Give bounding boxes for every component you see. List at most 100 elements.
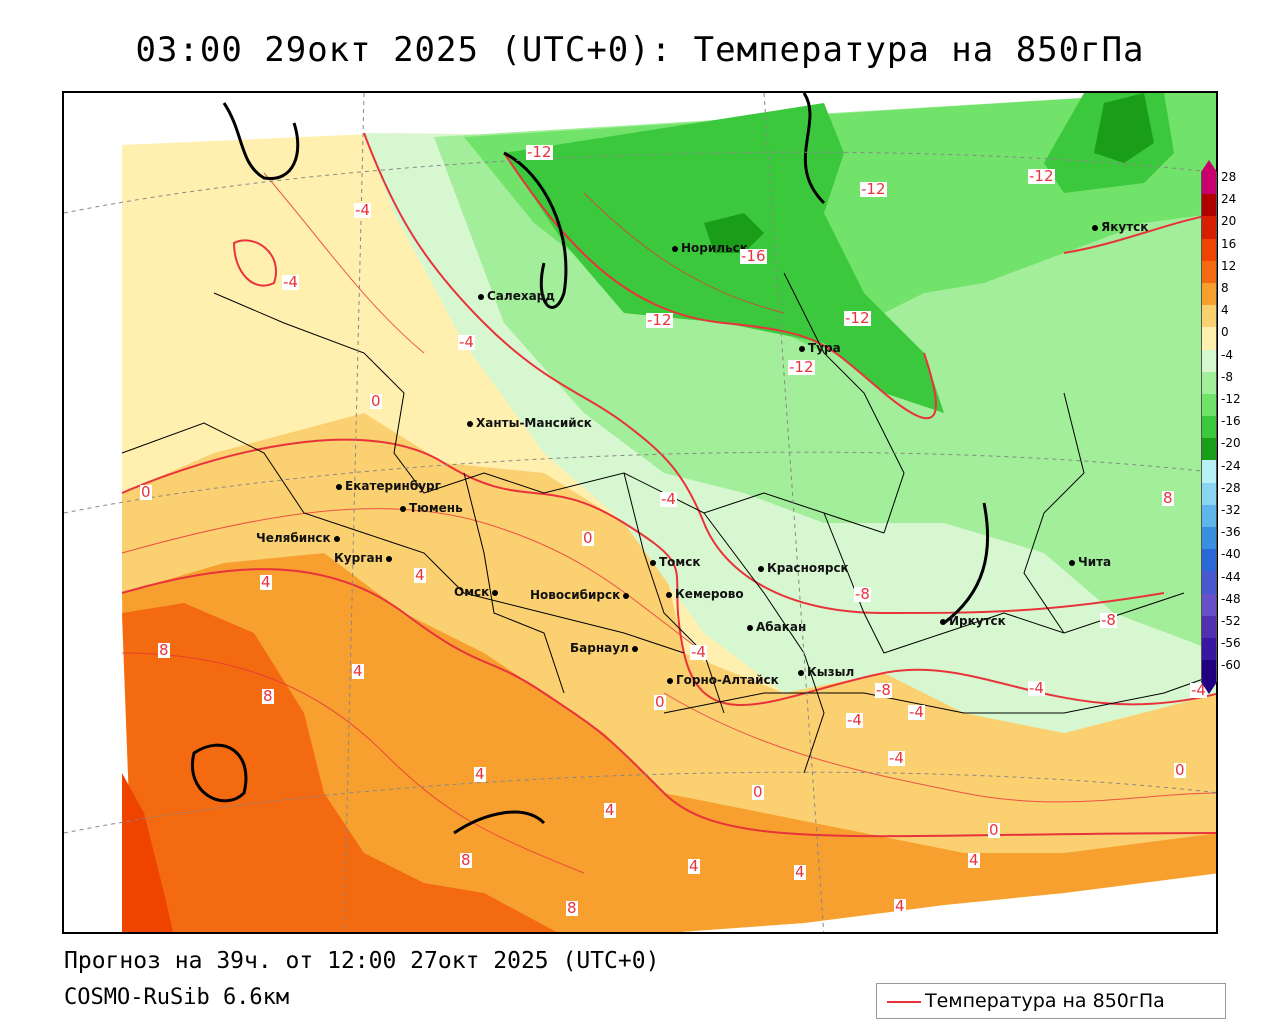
city-novosibirsk[interactable]: Новосибирск (530, 588, 632, 602)
colorbar-tick-label: -28 (1221, 480, 1241, 495)
city-marker-icon (1069, 559, 1075, 566)
contour-label: -4 (354, 201, 371, 219)
contour-label: 0 (752, 783, 764, 801)
colorbar-tick-label: -52 (1221, 614, 1241, 628)
colorbar-tick-label: -12 (1221, 392, 1241, 406)
contour-label: -12 (1028, 167, 1055, 185)
contour-label: 0 (140, 483, 152, 501)
city-kemerovo[interactable]: Кемерово (666, 587, 744, 601)
city-marker-icon (758, 565, 764, 572)
colorbar-swatch (1201, 504, 1217, 527)
contour-label: -4 (1028, 679, 1045, 697)
colorbar-swatch (1201, 438, 1217, 461)
model-name: COSMO-RuSib 6.6км (64, 985, 290, 1010)
contour-label: 8 (460, 851, 472, 869)
contour-label: -12 (844, 309, 871, 327)
colorbar-swatch (1201, 660, 1217, 683)
coastlines (190, 93, 990, 835)
city-tura[interactable]: Тура (799, 341, 841, 355)
contour-label: 8 (262, 687, 274, 705)
contour-label: -4 (690, 643, 707, 661)
city-gorno-altaysk[interactable]: Горно-Алтайск (667, 673, 779, 687)
city-marker-icon (747, 624, 753, 631)
colorbar-swatch (1201, 371, 1217, 394)
city-irkutsk[interactable]: Иркутск (940, 614, 1006, 628)
colorbar-swatch (1201, 527, 1217, 550)
field-zone-12 (122, 773, 174, 932)
city-marker-icon (492, 589, 499, 596)
contour-label: -4 (458, 333, 475, 351)
city-ekaterinburg[interactable]: Екатеринбург (336, 479, 441, 493)
forecast-info: Прогноз на 39ч. от 12:00 27окт 2025 (UTC… (64, 948, 660, 974)
city-norilsk[interactable]: Норильск (672, 241, 748, 255)
colorbar-swatch (1201, 593, 1217, 616)
colorbar-tick-label: -36 (1221, 525, 1241, 540)
city-marker-icon (333, 535, 340, 542)
colorbar-swatch (1201, 238, 1217, 261)
city-abakan[interactable]: Абакан (747, 620, 806, 634)
city-omsk[interactable]: Омск (454, 585, 501, 599)
region-borders (121, 272, 1216, 774)
isotherm-lines (121, 132, 1216, 838)
city-marker-icon (385, 555, 392, 562)
city-yakutsk[interactable]: Якутск (1092, 220, 1148, 234)
colorbar-tick-label: -60 (1221, 658, 1241, 673)
colorbar-tick-label: -16 (1221, 414, 1241, 429)
city-barnaul[interactable]: Барнаул (570, 641, 641, 655)
colorbar-swatch (1201, 305, 1217, 328)
city-salekhard[interactable]: Салехард (478, 289, 555, 303)
city-marker-icon (940, 618, 946, 625)
colorbar-tick-label: 0 (1221, 325, 1229, 340)
colorbar-tick-label: -8 (1221, 369, 1233, 384)
contour-label: 8 (566, 899, 578, 917)
colorbar-tick-label: 20 (1221, 214, 1237, 229)
city-marker-icon (336, 483, 342, 490)
colorbar-swatch (1201, 549, 1217, 572)
contour-label: 8 (1162, 489, 1174, 507)
colorbar-tick-label: -44 (1221, 569, 1241, 584)
contour-label: 4 (352, 662, 364, 680)
colorbar-tick-label: -20 (1221, 436, 1241, 451)
colorbar-tick-label: 28 (1221, 170, 1237, 184)
colorbar-tick-label: 4 (1221, 303, 1229, 318)
city-chelyabinsk[interactable]: Челябинск (256, 531, 343, 545)
colorbar-swatch (1201, 637, 1217, 661)
colorbar-tick-label: 16 (1221, 236, 1237, 251)
city-krasnoyarsk[interactable]: Красноярск (758, 561, 849, 575)
city-tomsk[interactable]: Томск (650, 555, 701, 569)
contour-label: 4 (260, 573, 272, 591)
colorbar-bottom-arrow-icon (1201, 682, 1217, 695)
colorbar-swatch (1201, 216, 1217, 239)
colorbar-tick-label: 8 (1221, 281, 1229, 295)
colorbar-swatch (1201, 349, 1217, 372)
isotherm-minor (121, 172, 1216, 874)
colorbar-swatch (1201, 172, 1217, 195)
field-zone-4-8 (122, 553, 1216, 932)
city-chita[interactable]: Чита (1069, 555, 1111, 569)
colorbar-tick-label: -40 (1221, 547, 1241, 562)
map-canvas (64, 93, 1216, 932)
city-kurgan[interactable]: Курган (334, 551, 395, 565)
city-tyumen[interactable]: Тюмень (400, 501, 463, 515)
contour-label: 4 (688, 857, 700, 875)
colorbar-swatch (1201, 327, 1217, 350)
map-legend: Температура на 850гПа (876, 983, 1226, 1019)
city-marker-icon (623, 592, 630, 599)
city-marker-icon (666, 591, 672, 598)
contour-label: -16 (740, 247, 767, 265)
contour-label: 0 (582, 529, 594, 547)
contour-label: 0 (654, 693, 666, 711)
field-zone-minus16 (704, 213, 764, 253)
temperature-map[interactable]: Норильск Якутск Салехард Тура Ханты-Манс… (62, 91, 1218, 934)
city-marker-icon (798, 669, 804, 676)
contour-label: -12 (646, 311, 673, 329)
field-zone-minus12b (504, 103, 944, 413)
contour-label: 8 (158, 641, 170, 659)
legend-line-icon (887, 1001, 921, 1003)
contour-label: 4 (968, 851, 980, 869)
colorbar-tick-label: 24 (1221, 192, 1237, 207)
contour-label: -4 (282, 273, 299, 291)
city-kyzyl[interactable]: Кызыл (798, 665, 854, 679)
city-khanty-mansiysk[interactable]: Ханты-Мансийск (467, 416, 592, 430)
contour-label: -4 (846, 711, 863, 729)
